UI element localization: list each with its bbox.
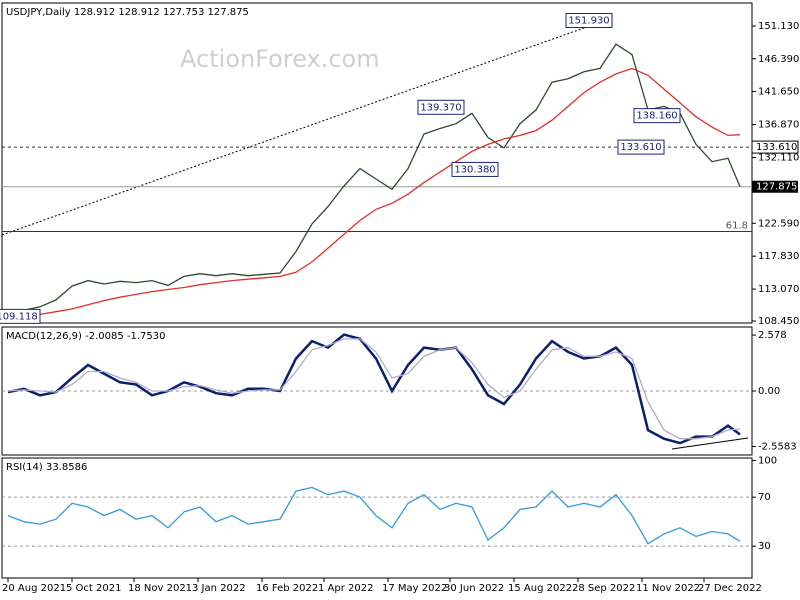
x-tick-label: 18 Nov 2021 — [128, 583, 192, 594]
y-tick-label: 2.578 — [758, 330, 787, 341]
y-tick-label: 100 — [758, 455, 777, 466]
annotation-box — [451, 161, 499, 177]
x-tick-label: 17 May 2022 — [382, 583, 447, 594]
x-tick-label: 1 Apr 2022 — [318, 583, 373, 594]
level-axis-box — [751, 140, 799, 154]
level-axis-label: 133.610 — [756, 142, 797, 153]
annotation-label: 139.370 — [420, 102, 461, 113]
annotation-label: 151.930 — [568, 15, 609, 26]
y-tick-label: 146.390 — [758, 54, 799, 65]
y-tick-label: 117.830 — [758, 251, 799, 262]
watermark: ActionForex.com — [180, 45, 380, 73]
panel-title: MACD(12,26,9) -2.0085 -1.7530 — [6, 331, 166, 342]
annotation-box — [565, 12, 613, 28]
panel-frame — [1, 2, 753, 324]
x-tick-label: 28 Sep 2022 — [572, 583, 635, 594]
series-line — [7, 486, 741, 545]
x-tick-label: 11 Nov 2022 — [636, 583, 700, 594]
annotation-label: 109.118 — [0, 311, 38, 322]
y-tick-label: 151.130 — [758, 21, 799, 32]
series-line — [7, 43, 741, 313]
annotation-label: 133.610 — [620, 142, 661, 153]
annotation-box — [633, 108, 681, 124]
macd-trend-line — [671, 437, 749, 450]
y-tick-label: 108.450 — [758, 316, 799, 327]
x-tick-label: 16 Feb 2022 — [256, 583, 318, 594]
last-price-box — [752, 180, 798, 193]
y-tick-label: -2.5583 — [758, 442, 797, 453]
x-tick-label: 3 Jan 2022 — [192, 583, 246, 594]
y-tick-label: 136.870 — [758, 120, 799, 131]
y-tick-label: 132.110 — [758, 152, 799, 163]
y-tick-label: 0.00 — [758, 386, 780, 397]
y-tick-label: 70 — [758, 492, 771, 503]
x-tick-label: 30 Jun 2022 — [444, 583, 504, 594]
x-tick-label: 20 Aug 2021 — [2, 583, 66, 594]
y-tick-label: 30 — [758, 541, 771, 552]
y-tick-label: 141.650 — [758, 87, 799, 98]
annotation-box — [617, 139, 665, 155]
annotation-label: 130.380 — [454, 164, 495, 175]
x-tick-label: 5 Oct 2021 — [66, 583, 121, 594]
panel-title: USDJPY,Daily 128.912 128.912 127.753 127… — [6, 7, 249, 18]
series-line — [7, 67, 741, 320]
annotation-box — [0, 308, 41, 324]
fib-label: 61.8 — [726, 220, 748, 231]
x-tick-label: 15 Aug 2022 — [508, 583, 572, 594]
y-tick-label: 113.070 — [758, 284, 799, 295]
series-line — [7, 338, 741, 440]
last-price-label: 127.875 — [756, 182, 797, 193]
x-tick-label: 27 Dec 2022 — [698, 583, 762, 594]
panel-title: RSI(14) 33.8586 — [6, 462, 87, 473]
annotation-box — [417, 99, 465, 115]
panel-frame — [1, 457, 753, 579]
y-tick-label: 122.590 — [758, 218, 799, 229]
annotation-label: 138.160 — [636, 111, 677, 122]
